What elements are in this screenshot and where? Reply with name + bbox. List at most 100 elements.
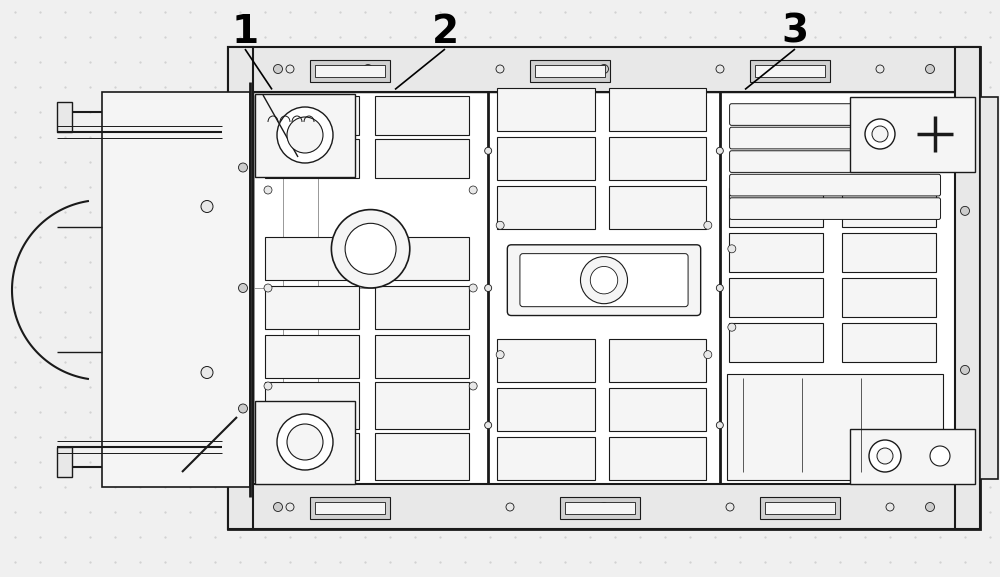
Circle shape bbox=[506, 503, 514, 511]
Bar bbox=[850, 429, 975, 484]
Bar bbox=[310, 60, 390, 82]
Circle shape bbox=[865, 119, 895, 149]
Bar bbox=[850, 97, 975, 172]
FancyBboxPatch shape bbox=[730, 198, 941, 219]
Circle shape bbox=[485, 147, 492, 154]
Bar bbox=[497, 137, 595, 180]
Bar bbox=[980, 97, 998, 479]
Bar bbox=[565, 502, 635, 514]
Text: 2: 2 bbox=[431, 13, 459, 51]
Circle shape bbox=[869, 440, 901, 472]
Bar bbox=[497, 88, 595, 131]
Circle shape bbox=[277, 414, 333, 470]
Circle shape bbox=[716, 147, 723, 154]
Bar bbox=[497, 388, 595, 431]
Circle shape bbox=[287, 117, 323, 153]
Circle shape bbox=[274, 503, 283, 511]
Bar bbox=[265, 139, 359, 178]
Bar bbox=[228, 484, 980, 529]
Circle shape bbox=[239, 163, 248, 172]
Circle shape bbox=[728, 323, 736, 331]
Bar bbox=[375, 139, 469, 178]
Bar bbox=[609, 437, 706, 480]
Circle shape bbox=[286, 503, 294, 511]
Circle shape bbox=[469, 382, 477, 390]
Circle shape bbox=[277, 107, 333, 163]
Circle shape bbox=[331, 209, 410, 288]
Bar bbox=[310, 497, 390, 519]
Circle shape bbox=[704, 351, 712, 359]
Bar bbox=[842, 188, 936, 227]
Bar bbox=[842, 278, 936, 317]
Circle shape bbox=[264, 186, 272, 194]
Bar bbox=[609, 137, 706, 180]
Circle shape bbox=[590, 267, 618, 294]
Circle shape bbox=[704, 222, 712, 229]
Bar bbox=[265, 382, 359, 429]
Circle shape bbox=[496, 351, 504, 359]
Bar bbox=[375, 286, 469, 329]
FancyBboxPatch shape bbox=[520, 254, 688, 307]
Circle shape bbox=[485, 284, 492, 291]
Bar bbox=[842, 323, 936, 362]
Bar bbox=[497, 186, 595, 229]
Bar bbox=[375, 237, 469, 280]
Bar bbox=[609, 339, 706, 382]
Circle shape bbox=[264, 284, 272, 292]
Circle shape bbox=[930, 446, 950, 466]
Bar bbox=[755, 65, 825, 77]
Circle shape bbox=[364, 65, 372, 73]
Bar bbox=[228, 47, 253, 529]
Bar bbox=[535, 65, 605, 77]
Bar bbox=[57, 102, 72, 132]
Circle shape bbox=[728, 245, 736, 253]
Circle shape bbox=[876, 65, 884, 73]
Circle shape bbox=[496, 222, 504, 229]
Bar bbox=[228, 47, 980, 529]
Bar bbox=[253, 92, 955, 484]
Circle shape bbox=[726, 503, 734, 511]
Bar bbox=[760, 497, 840, 519]
Bar bbox=[750, 60, 830, 82]
Bar bbox=[729, 188, 823, 227]
Bar bbox=[729, 233, 823, 272]
Circle shape bbox=[287, 424, 323, 460]
Bar bbox=[265, 237, 359, 280]
Text: 3: 3 bbox=[781, 13, 809, 51]
FancyBboxPatch shape bbox=[730, 174, 941, 196]
Circle shape bbox=[345, 223, 396, 274]
Circle shape bbox=[886, 503, 894, 511]
Bar bbox=[727, 374, 943, 480]
Circle shape bbox=[926, 503, 934, 511]
Circle shape bbox=[201, 200, 213, 212]
Bar bbox=[729, 323, 823, 362]
Bar bbox=[315, 502, 385, 514]
Bar bbox=[375, 335, 469, 378]
Bar bbox=[315, 65, 385, 77]
FancyBboxPatch shape bbox=[730, 151, 941, 173]
Circle shape bbox=[872, 126, 888, 142]
Bar bbox=[102, 92, 250, 487]
Bar bbox=[255, 401, 355, 484]
Circle shape bbox=[960, 207, 970, 215]
Bar bbox=[497, 339, 595, 382]
Bar bbox=[842, 233, 936, 272]
Bar bbox=[609, 388, 706, 431]
Bar bbox=[57, 447, 72, 477]
Bar bbox=[265, 286, 359, 329]
Bar bbox=[265, 433, 359, 480]
Circle shape bbox=[716, 284, 723, 291]
Circle shape bbox=[485, 422, 492, 429]
Bar bbox=[530, 60, 610, 82]
Bar bbox=[609, 88, 706, 131]
Circle shape bbox=[580, 257, 628, 304]
Circle shape bbox=[600, 503, 608, 511]
Circle shape bbox=[496, 65, 504, 73]
Circle shape bbox=[716, 65, 724, 73]
Circle shape bbox=[716, 422, 723, 429]
Circle shape bbox=[274, 65, 283, 73]
Circle shape bbox=[239, 404, 248, 413]
Text: 1: 1 bbox=[231, 13, 259, 51]
Bar bbox=[560, 497, 640, 519]
FancyBboxPatch shape bbox=[730, 104, 941, 125]
